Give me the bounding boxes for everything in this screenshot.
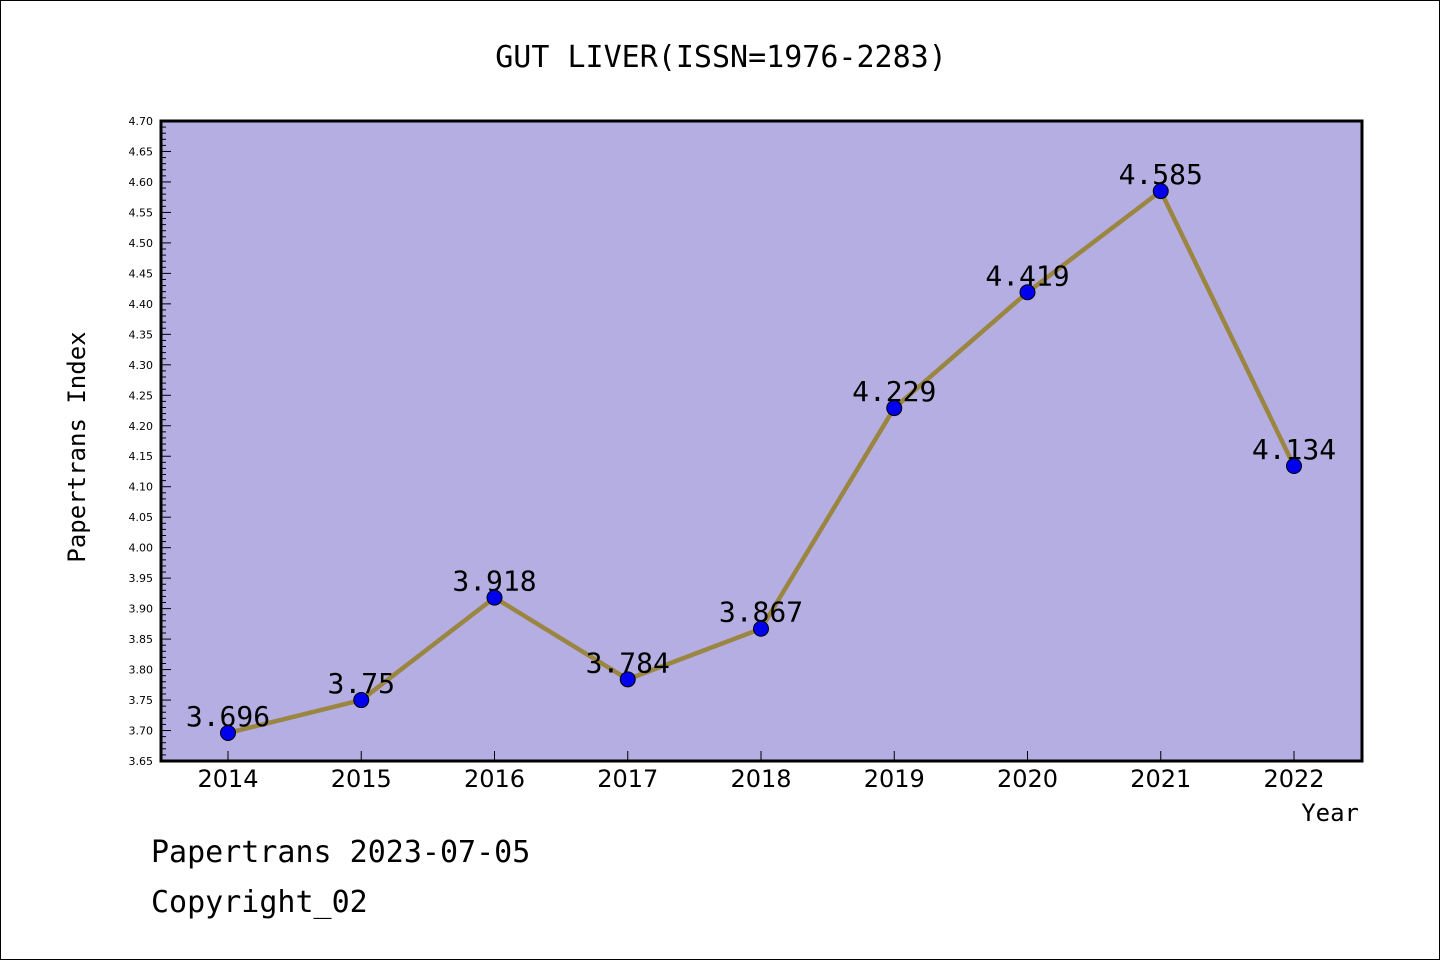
y-tick-label: 4.50 bbox=[129, 237, 154, 250]
x-tick-label: 2020 bbox=[997, 765, 1058, 793]
x-tick-label: 2015 bbox=[331, 765, 392, 793]
x-tick-label: 2016 bbox=[464, 765, 525, 793]
data-point bbox=[486, 589, 503, 606]
y-tick-label: 4.65 bbox=[129, 145, 154, 158]
y-tick-label: 4.70 bbox=[129, 115, 154, 128]
y-tick-label: 4.00 bbox=[129, 542, 154, 555]
y-tick-label: 3.75 bbox=[129, 694, 154, 707]
y-tick-label: 3.90 bbox=[129, 603, 154, 616]
data-point bbox=[753, 620, 769, 637]
y-tick-label: 4.15 bbox=[129, 450, 154, 463]
y-tick-label: 4.55 bbox=[129, 206, 154, 219]
data-point bbox=[353, 692, 370, 709]
x-tick-label: 2022 bbox=[1263, 765, 1324, 793]
y-tick-label: 4.35 bbox=[129, 328, 154, 341]
plot-area bbox=[159, 119, 1364, 763]
y-tick-label: 3.80 bbox=[129, 664, 154, 677]
data-point bbox=[619, 671, 636, 688]
y-tick-label: 4.30 bbox=[129, 359, 154, 372]
y-tick-label: 4.40 bbox=[129, 298, 154, 311]
series: 3.6963.753.9183.7843.8674.2294.4194.5854… bbox=[186, 158, 1336, 741]
y-tick-label: 4.45 bbox=[129, 267, 154, 280]
x-tick-label: 2021 bbox=[1130, 765, 1191, 793]
y-tick-label: 4.10 bbox=[129, 481, 154, 494]
chart-title: GUT LIVER(ISSN=1976-2283) bbox=[495, 40, 947, 75]
x-axis: 2014 2015 2016 2017 2018 2019 2020 2021 2022 bbox=[197, 751, 1325, 793]
y-tick-label: 3.95 bbox=[129, 572, 154, 585]
footer-copyright-text: Copyright_02 bbox=[151, 885, 368, 920]
data-point bbox=[1286, 457, 1302, 474]
y-tick-label: 3.65 bbox=[129, 755, 154, 768]
data-point bbox=[1019, 284, 1036, 301]
x-axis-label: Year bbox=[1301, 799, 1359, 827]
y-tick-label: 4.60 bbox=[129, 176, 154, 189]
y-axis-label: Papertrans Index bbox=[63, 331, 91, 562]
x-tick-label: 2017 bbox=[597, 765, 658, 793]
x-tick-label: 2014 bbox=[197, 765, 258, 793]
data-point bbox=[886, 400, 903, 417]
y-tick-label: 3.70 bbox=[129, 725, 154, 738]
y-tick-label: 3.85 bbox=[129, 633, 154, 646]
y-tick-label: 4.20 bbox=[129, 420, 154, 433]
x-tick-label: 2018 bbox=[730, 765, 791, 793]
data-point bbox=[1152, 183, 1169, 200]
y-tick-label: 4.25 bbox=[129, 389, 154, 402]
footer-date-text: Papertrans 2023-07-05 bbox=[151, 835, 531, 870]
x-tick-label: 2019 bbox=[864, 765, 925, 793]
y-tick-label: 4.05 bbox=[129, 511, 154, 524]
y-axis: 3.65 3.70 3.75 3.80 3.85 3.90 3.95 4.00 4.05 4.10… bbox=[129, 115, 171, 768]
data-point bbox=[220, 724, 236, 741]
